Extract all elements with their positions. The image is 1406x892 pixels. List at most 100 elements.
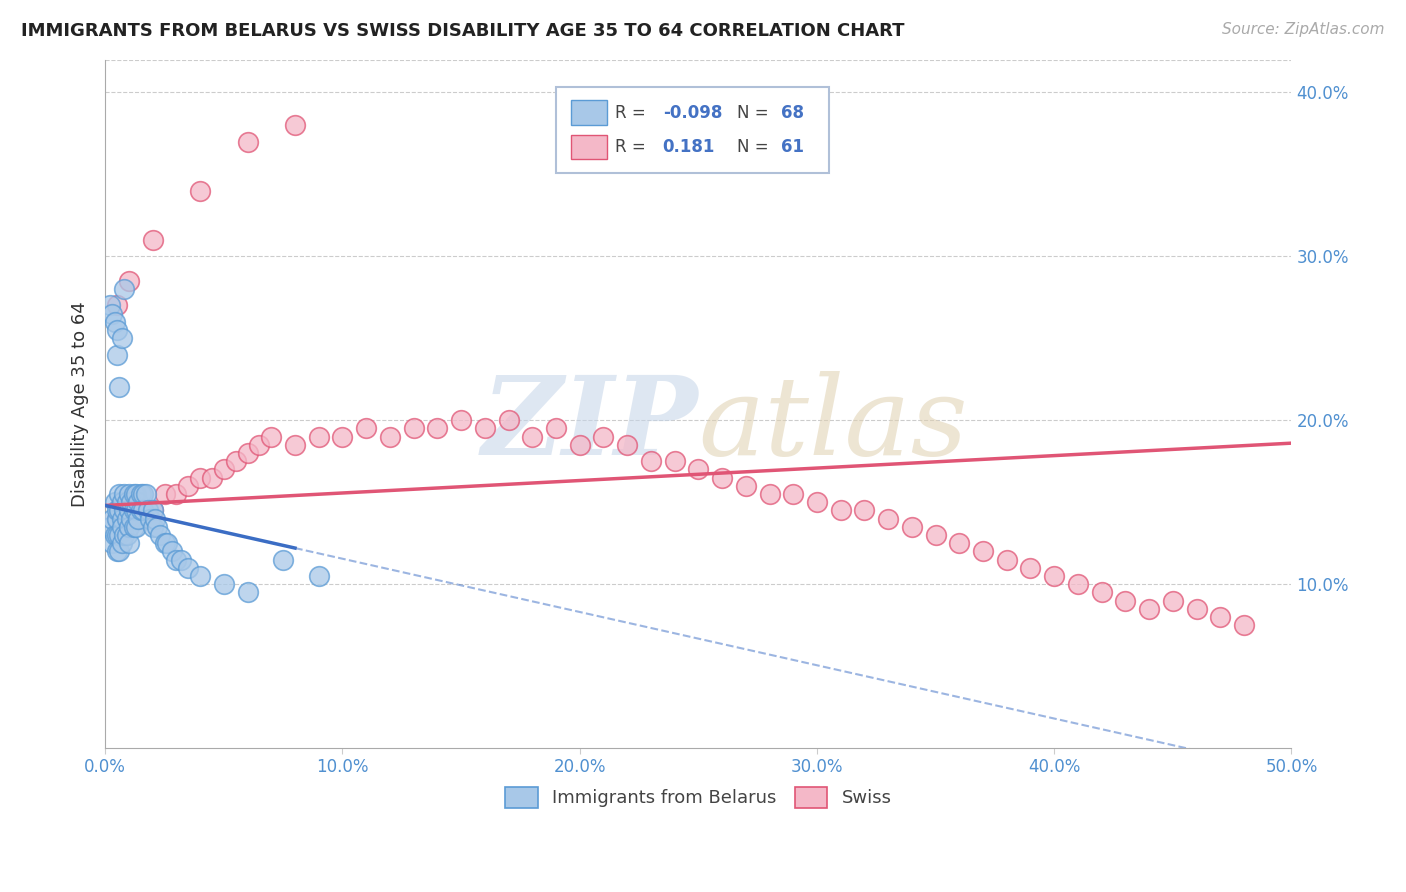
Point [284,438,307,452]
Point [332,429,354,443]
Point [830,503,852,517]
Point [995,552,1018,566]
Point [105,323,128,337]
Point [105,298,128,312]
Point [132,487,155,501]
Text: R =: R = [616,138,651,156]
Text: atlas: atlas [699,371,967,478]
Text: IMMIGRANTS FROM BELARUS VS SWISS DISABILITY AGE 35 TO 64 CORRELATION CHART: IMMIGRANTS FROM BELARUS VS SWISS DISABIL… [21,22,904,40]
Point [177,479,200,493]
Point [426,421,449,435]
FancyBboxPatch shape [555,87,828,173]
Point [1209,610,1232,624]
Point [212,462,235,476]
Point [125,520,148,534]
Point [156,536,179,550]
Point [112,528,135,542]
Point [112,487,135,501]
Point [188,569,211,583]
Point [308,429,330,443]
Point [111,536,134,550]
Point [129,503,152,517]
Point [149,528,172,542]
Point [225,454,247,468]
Point [118,503,141,517]
Point [160,544,183,558]
Point [153,536,176,550]
Point [1161,593,1184,607]
Text: 61: 61 [782,138,804,156]
Point [972,544,994,558]
Point [105,511,128,525]
Point [616,438,638,452]
Point [120,511,142,525]
Point [146,520,169,534]
Point [143,511,166,525]
Point [129,487,152,501]
Point [711,470,734,484]
Point [271,552,294,566]
Point [734,479,756,493]
Point [105,528,128,542]
Point [98,520,121,534]
Point [112,282,135,296]
Point [108,487,131,501]
Point [101,307,124,321]
Point [101,536,124,550]
Point [948,536,970,550]
Point [136,503,159,517]
Point [108,380,131,394]
Point [1067,577,1090,591]
Point [108,503,131,517]
Point [115,495,138,509]
Point [212,577,235,591]
Point [165,487,187,501]
Point [1233,618,1256,632]
Text: R =: R = [616,103,651,121]
Point [522,429,544,443]
Point [142,233,165,247]
Text: -0.098: -0.098 [662,103,723,121]
Point [118,487,141,501]
Point [568,438,591,452]
Point [111,520,134,534]
Point [806,495,828,509]
Point [1185,601,1208,615]
Point [354,421,377,435]
Point [108,528,131,542]
Text: N =: N = [738,138,775,156]
Point [111,511,134,525]
Point [104,315,127,329]
FancyBboxPatch shape [571,100,607,125]
Point [188,470,211,484]
Point [402,421,425,435]
Point [129,511,152,525]
Point [153,487,176,501]
Point [782,487,804,501]
Point [901,520,924,534]
Point [544,421,567,435]
Point [498,413,520,427]
Point [236,585,259,599]
Point [132,503,155,517]
Point [177,560,200,574]
Point [105,348,128,362]
Point [101,511,124,525]
FancyBboxPatch shape [571,135,607,160]
Point [139,511,162,525]
Point [284,118,307,132]
Point [115,511,138,525]
Point [120,495,142,509]
Point [1043,569,1066,583]
Point [758,487,780,501]
Text: N =: N = [738,103,775,121]
Point [105,511,128,525]
Point [592,429,614,443]
Point [122,520,145,534]
Point [104,495,127,509]
Point [122,487,145,501]
Point [115,528,138,542]
Point [378,429,401,443]
Point [111,331,134,345]
Point [474,421,496,435]
